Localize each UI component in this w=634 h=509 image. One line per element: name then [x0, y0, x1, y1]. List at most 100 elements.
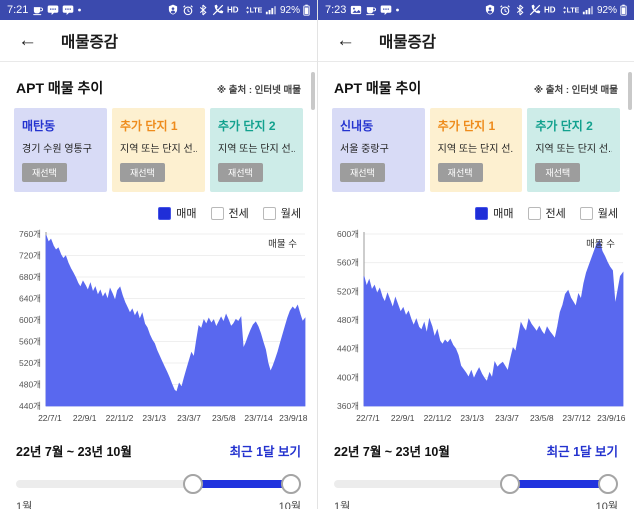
scrollbar[interactable]	[311, 72, 315, 110]
svg-text:23/7/12: 23/7/12	[562, 413, 591, 423]
notification-icons	[32, 4, 82, 16]
bluetooth-icon	[197, 4, 209, 16]
date-range-label: 22년 7월 ~ 23년 10월	[334, 445, 450, 459]
recent-month-button[interactable]: 최근 1달 보기	[546, 445, 618, 459]
svg-text:360개: 360개	[337, 401, 359, 411]
signal-icon	[582, 4, 594, 16]
svg-text:22/7/1: 22/7/1	[38, 413, 62, 423]
lte-icon: LTE	[562, 4, 579, 16]
slider-start-handle[interactable]	[182, 474, 203, 494]
slider-track[interactable]	[16, 474, 302, 494]
slider-end-handle[interactable]	[281, 474, 302, 494]
slider-min-label: 1월	[334, 501, 351, 509]
svg-text:440개: 440개	[337, 344, 359, 354]
svg-text:LTE: LTE	[567, 8, 579, 15]
dot-icon	[395, 4, 400, 16]
status-bar: 7:23 HD LTE 92%	[318, 0, 634, 20]
checkbox-monthly-rent[interactable]: 월세	[262, 205, 301, 221]
svg-text:520개: 520개	[337, 286, 359, 296]
signal-icon	[265, 4, 277, 16]
svg-text:400개: 400개	[337, 372, 359, 382]
alarm-icon	[182, 4, 194, 16]
reselect-button[interactable]: 재선택	[340, 163, 385, 182]
slider-min-label: 1월	[16, 501, 33, 509]
trade-type-filter: 매매 전세 월세	[16, 205, 301, 221]
mute-icon	[529, 4, 541, 16]
svg-text:22/9/1: 22/9/1	[391, 413, 415, 423]
complex-name: 매탄동	[22, 119, 56, 133]
reselect-button[interactable]: 재선택	[218, 163, 263, 182]
recent-month-button[interactable]: 최근 1달 보기	[229, 445, 301, 459]
complex-name: 추가 단지 2	[535, 119, 593, 133]
slider-track[interactable]	[334, 474, 619, 494]
checkbox-jeonse[interactable]: 전세	[527, 205, 566, 221]
source-note: ※ 출처 : 인터넷 매물	[533, 85, 618, 96]
battery-icon-slot	[620, 4, 627, 16]
svg-text:23/5/8: 23/5/8	[530, 413, 554, 423]
svg-text:560개: 560개	[337, 258, 359, 268]
scrollbar[interactable]	[628, 72, 632, 110]
complex-name: 추가 단지 2	[218, 119, 276, 133]
reselect-button[interactable]: 재선택	[120, 163, 165, 182]
checkbox-icon	[210, 206, 224, 220]
complex-name: 신내동	[340, 119, 374, 133]
date-range-slider[interactable]	[16, 474, 302, 494]
svg-text:23/3/7: 23/3/7	[495, 413, 519, 423]
checkbox-icon	[579, 206, 593, 220]
checkbox-monthly-rent[interactable]: 월세	[579, 205, 618, 221]
status-bar-left: 7:21	[7, 4, 82, 16]
date-range-label: 22년 7월 ~ 23년 10월	[16, 445, 132, 459]
slider-start-handle[interactable]	[500, 474, 521, 494]
complex-card-2: 추가 단지 1 지역 또는 단지 선... 재선택	[429, 108, 523, 192]
alarm-icon	[499, 4, 511, 16]
svg-text:600개: 600개	[337, 229, 359, 239]
svg-text:720개: 720개	[19, 251, 41, 261]
checkbox-jeonse[interactable]: 전세	[210, 205, 249, 221]
reselect-button[interactable]: 재선택	[535, 163, 581, 182]
reselect-button[interactable]: 재선택	[437, 163, 483, 182]
svg-text:680개: 680개	[19, 272, 41, 282]
period-row: 22년 7월 ~ 23년 10월 최근 1달 보기	[16, 441, 301, 460]
slider-labels: 1월 10월	[334, 498, 618, 509]
checkbox-sale[interactable]: 매매	[475, 205, 514, 221]
back-arrow-icon[interactable]: ←	[18, 30, 37, 51]
status-bar-right: HD LTE 92%	[484, 4, 627, 16]
complex-card-3: 추가 단지 2 지역 또는 단지 선... 재선택	[210, 108, 303, 192]
complex-location: 지역 또는 단지 선...	[535, 144, 613, 155]
status-bar: 7:21 HD LTE 92%	[0, 0, 317, 20]
slider-max-label: 10월	[278, 501, 301, 509]
checkbox-sale[interactable]: 매매	[158, 205, 197, 221]
phone-screenshot-panel: 7:23 HD LTE 92% ← 매물증감 APT 매물 추이 ※ 출처 : 인…	[317, 0, 634, 509]
battery-icon-slot	[303, 4, 310, 16]
svg-text:23/3/7: 23/3/7	[177, 413, 201, 423]
svg-text:HD: HD	[227, 6, 239, 15]
svg-text:640개: 640개	[19, 294, 41, 304]
slider-active-range	[510, 480, 609, 488]
dot-icon	[77, 4, 82, 16]
battery-icon	[303, 4, 310, 16]
svg-text:22/11/2: 22/11/2	[106, 413, 134, 423]
complex-card-1: 매탄동 경기 수원 영통구 재선택	[14, 108, 107, 192]
date-range-slider[interactable]	[334, 474, 619, 494]
complex-location: 지역 또는 단지 선...	[218, 144, 295, 155]
bluetooth-icon	[514, 4, 526, 16]
section-title: APT 매물 추이	[334, 80, 422, 96]
svg-text:23/7/14: 23/7/14	[244, 413, 273, 423]
phone-screenshot-panel: 7:21 HD LTE 92% ← 매물증감 APT 매물 추이 ※ 출처 : 인…	[0, 0, 317, 509]
period-row: 22년 7월 ~ 23년 10월 최근 1달 보기	[334, 441, 618, 460]
reselect-button[interactable]: 재선택	[22, 163, 67, 182]
back-arrow-icon[interactable]: ←	[336, 30, 355, 51]
slider-end-handle[interactable]	[598, 474, 619, 494]
status-bar-right: HD LTE 92%	[167, 4, 310, 16]
checkbox-icon	[158, 206, 172, 220]
svg-text:480개: 480개	[337, 315, 359, 325]
svg-text:520개: 520개	[19, 358, 41, 368]
svg-text:22/11/2: 22/11/2	[424, 413, 452, 423]
page-title: 매물증감	[379, 33, 437, 51]
slider-max-label: 10월	[595, 501, 618, 509]
svg-text:매물 수: 매물 수	[586, 239, 615, 250]
system-status-icons: HD LTE	[484, 4, 594, 16]
complex-card-1: 신내동 서울 중랑구 재선택	[332, 108, 425, 192]
svg-text:600개: 600개	[19, 315, 41, 325]
coffee-icon	[365, 4, 377, 16]
